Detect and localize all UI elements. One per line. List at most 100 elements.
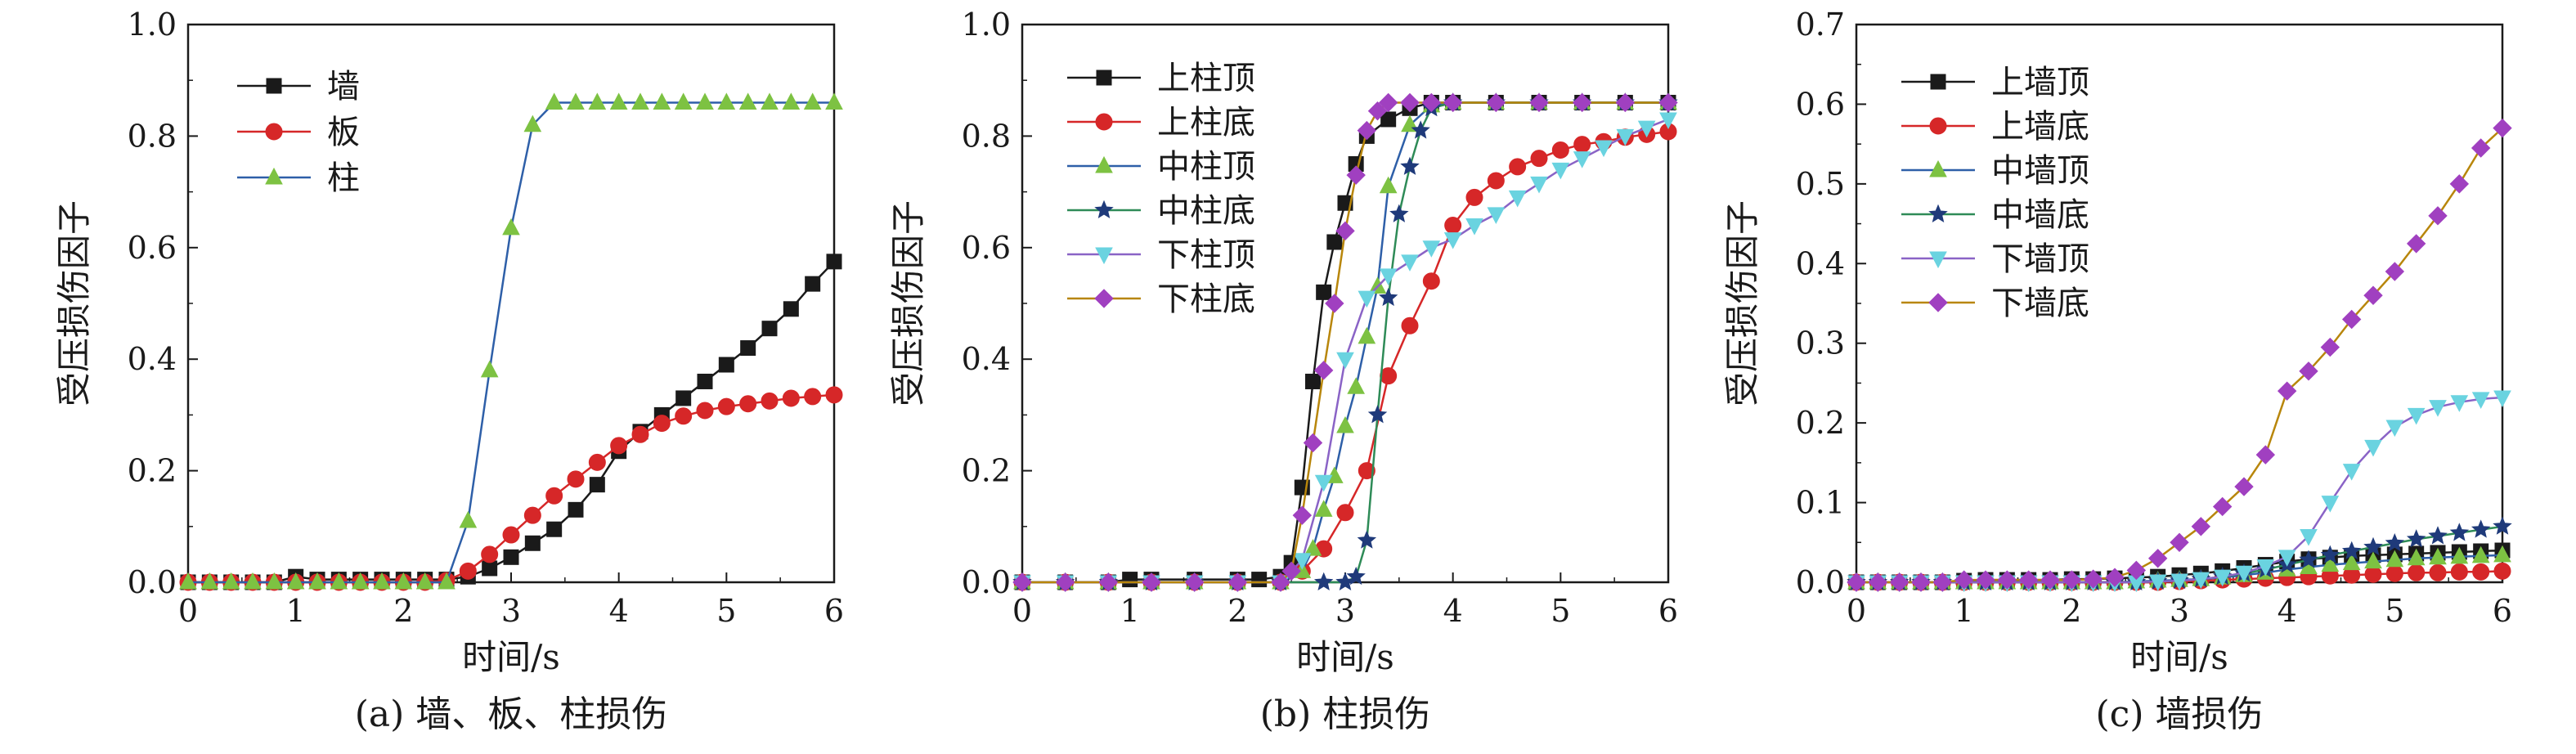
data-point bbox=[286, 572, 305, 590]
data-point bbox=[1889, 572, 1910, 592]
data-point bbox=[459, 510, 478, 528]
data-point bbox=[2407, 407, 2426, 425]
data-point bbox=[696, 402, 714, 420]
data-point bbox=[1378, 92, 1398, 113]
data-point bbox=[2408, 563, 2426, 581]
series-6 bbox=[1847, 118, 2512, 592]
y-tick-label: 0.6 bbox=[128, 230, 177, 266]
data-point bbox=[738, 92, 757, 110]
x-tick-label: 3 bbox=[2170, 593, 2189, 629]
data-point bbox=[1292, 505, 1313, 525]
y-tick-label: 0.0 bbox=[128, 564, 177, 600]
data-point bbox=[308, 572, 326, 590]
data-point bbox=[2321, 554, 2340, 572]
data-point bbox=[1509, 158, 1527, 176]
x-tick-label: 4 bbox=[1443, 593, 1463, 629]
data-point bbox=[2234, 477, 2254, 496]
data-point bbox=[2170, 532, 2189, 552]
data-point bbox=[1325, 294, 1344, 313]
data-point bbox=[2450, 395, 2469, 412]
data-point bbox=[2212, 496, 2233, 517]
data-point bbox=[610, 437, 628, 455]
panel-a: 0 1 2 3 4 5 6 0.0 0.2 0.4 0.6 0.8 1.0 时间/s 受压损伤因子 (a) 墙… bbox=[54, 7, 844, 735]
legend-marker bbox=[1929, 117, 1947, 135]
data-point bbox=[2449, 174, 2470, 194]
data-point bbox=[2235, 565, 2253, 583]
data-point bbox=[1335, 221, 1355, 241]
x-tick-label: 2 bbox=[393, 593, 413, 629]
data-point bbox=[740, 340, 756, 357]
data-point bbox=[2493, 390, 2511, 408]
data-point bbox=[653, 92, 671, 110]
data-point bbox=[1411, 120, 1430, 139]
legend-label: 下柱底 bbox=[1157, 281, 1255, 318]
data-point bbox=[588, 92, 607, 110]
data-point bbox=[825, 92, 843, 110]
data-point bbox=[567, 92, 585, 110]
data-point bbox=[1659, 112, 1677, 130]
data-point bbox=[1357, 120, 1377, 141]
data-point bbox=[2471, 392, 2490, 409]
data-point bbox=[200, 572, 219, 590]
legend-marker bbox=[266, 78, 282, 94]
data-point bbox=[697, 373, 713, 389]
data-point bbox=[2170, 573, 2188, 591]
data-point bbox=[1422, 240, 1441, 258]
data-point bbox=[545, 487, 563, 505]
data-point bbox=[653, 415, 671, 433]
data-point bbox=[761, 321, 778, 337]
data-point bbox=[761, 392, 779, 410]
data-point bbox=[782, 389, 800, 407]
data-point bbox=[2364, 551, 2382, 569]
data-point bbox=[1595, 140, 1613, 158]
data-point bbox=[2450, 546, 2469, 564]
data-point bbox=[1304, 539, 1322, 556]
x-tick-label: 6 bbox=[824, 593, 844, 629]
data-point bbox=[2385, 420, 2404, 438]
data-point bbox=[2342, 553, 2361, 571]
legend-label: 墙 bbox=[327, 68, 360, 105]
data-point bbox=[1551, 141, 1569, 159]
data-point bbox=[631, 425, 649, 443]
data-point bbox=[783, 301, 799, 317]
data-point bbox=[1293, 553, 1312, 570]
data-point bbox=[2428, 206, 2448, 226]
legend-label: 中墙顶 bbox=[1991, 152, 2089, 190]
data-point bbox=[1346, 165, 1366, 185]
data-point bbox=[481, 545, 499, 563]
data-point bbox=[1530, 176, 1548, 194]
data-point bbox=[2299, 550, 2318, 568]
data-point bbox=[1305, 373, 1321, 389]
x-tick-label: 2 bbox=[2062, 593, 2081, 629]
legend-marker bbox=[1095, 113, 1113, 131]
data-point bbox=[523, 506, 541, 524]
data-point bbox=[1616, 128, 1635, 146]
legend-label: 下墙底 bbox=[1991, 285, 2089, 322]
legend-marker bbox=[1096, 70, 1112, 86]
data-point bbox=[222, 572, 240, 590]
y-tick-label: 1.0 bbox=[962, 7, 1011, 43]
x-tick-label: 0 bbox=[1012, 593, 1032, 629]
y-axis-label: 受压损伤因子 bbox=[1722, 200, 1762, 406]
data-point bbox=[2341, 309, 2362, 330]
data-point bbox=[1400, 156, 1420, 175]
panel-c: 0 1 2 3 4 5 6 0.0 0.1 0.2 0.3 0.4 0.5 0.6 0.7 时间/s 受压损伤因… bbox=[1722, 7, 2512, 735]
data-point bbox=[502, 218, 520, 236]
y-tick-label: 0.1 bbox=[1796, 485, 1845, 521]
data-point bbox=[1358, 290, 1376, 308]
panel-caption: (a) 墙、板、柱损伤 bbox=[355, 693, 668, 735]
data-point bbox=[524, 535, 541, 551]
data-point bbox=[2320, 337, 2340, 357]
data-point bbox=[2429, 400, 2447, 417]
legend-marker bbox=[1094, 289, 1114, 308]
data-point bbox=[1314, 500, 1333, 517]
data-point bbox=[2471, 519, 2491, 538]
series-6 bbox=[1012, 92, 1678, 592]
data-point bbox=[1444, 217, 1462, 235]
data-point bbox=[1313, 361, 1334, 380]
data-point bbox=[545, 92, 563, 110]
data-point bbox=[2299, 361, 2318, 381]
y-axis-label: 受压损伤因子 bbox=[888, 200, 928, 406]
